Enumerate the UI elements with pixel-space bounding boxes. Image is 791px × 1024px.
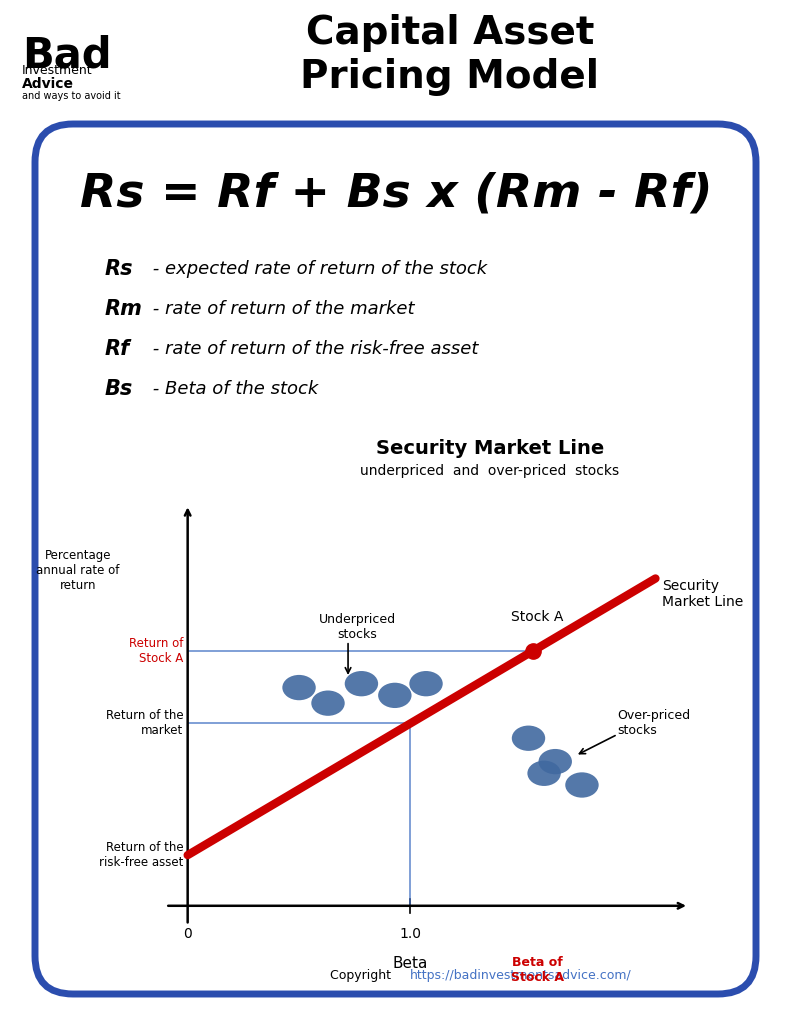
Text: Stock A: Stock A: [511, 609, 564, 624]
Text: - rate of return of the risk-free asset: - rate of return of the risk-free asset: [147, 340, 479, 358]
Text: Rs: Rs: [105, 259, 134, 279]
Text: and ways to avoid it: and ways to avoid it: [22, 91, 120, 101]
Text: Rm: Rm: [105, 299, 143, 319]
Ellipse shape: [512, 726, 545, 751]
Ellipse shape: [566, 772, 599, 798]
Ellipse shape: [539, 749, 572, 774]
Text: Capital Asset
Pricing Model: Capital Asset Pricing Model: [301, 14, 600, 96]
Text: - Beta of the stock: - Beta of the stock: [147, 380, 318, 398]
Text: - rate of return of the market: - rate of return of the market: [147, 300, 414, 318]
Ellipse shape: [528, 761, 561, 786]
Text: Bad: Bad: [22, 34, 112, 76]
FancyBboxPatch shape: [35, 124, 756, 994]
Text: Percentage
annual rate of
return: Percentage annual rate of return: [36, 550, 119, 593]
Text: Return of the
risk-free asset: Return of the risk-free asset: [99, 841, 184, 869]
Text: Underpriced
stocks: Underpriced stocks: [319, 612, 396, 641]
Text: Rs = Rf + Bs x (Rm - Rf): Rs = Rf + Bs x (Rm - Rf): [80, 171, 713, 216]
Ellipse shape: [409, 671, 443, 696]
Text: Investment: Investment: [22, 63, 93, 77]
Ellipse shape: [378, 683, 411, 708]
Ellipse shape: [345, 671, 378, 696]
Text: https://badinvestmentsadvice.com/: https://badinvestmentsadvice.com/: [410, 970, 632, 982]
Text: 1.0: 1.0: [399, 927, 422, 941]
Text: Security
Market Line: Security Market Line: [662, 579, 744, 609]
Ellipse shape: [312, 690, 345, 716]
Ellipse shape: [282, 675, 316, 700]
Text: Return of the
market: Return of the market: [105, 710, 184, 737]
Text: Bs: Bs: [105, 379, 133, 399]
Text: 0: 0: [184, 927, 192, 941]
Text: Beta of
Stock A: Beta of Stock A: [511, 956, 564, 984]
Text: Copyright: Copyright: [330, 970, 399, 982]
Text: Beta: Beta: [393, 956, 428, 972]
Text: underpriced  and  over-priced  stocks: underpriced and over-priced stocks: [361, 464, 619, 478]
Text: Advice: Advice: [22, 77, 74, 91]
Text: Over-priced
stocks: Over-priced stocks: [618, 709, 691, 736]
Text: Security Market Line: Security Market Line: [376, 439, 604, 459]
Text: Rf: Rf: [105, 339, 131, 359]
Text: Return of
Stock A: Return of Stock A: [129, 637, 184, 665]
Text: - expected rate of return of the stock: - expected rate of return of the stock: [147, 260, 487, 278]
